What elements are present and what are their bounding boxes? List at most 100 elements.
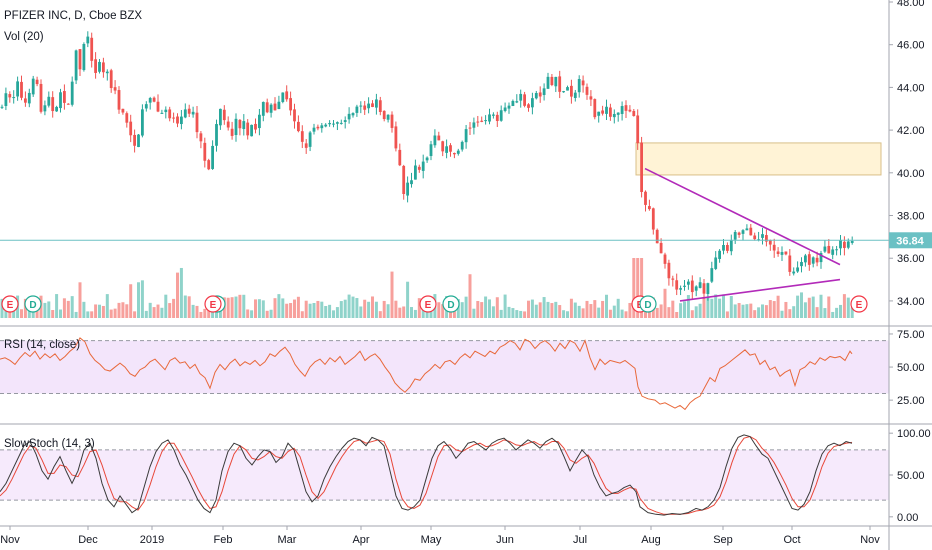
candle: [148, 96, 152, 110]
volume-bar: [109, 309, 113, 318]
volume-bar: [733, 304, 737, 318]
candle: [776, 247, 780, 257]
candle: [433, 129, 437, 148]
candle: [281, 92, 285, 104]
candle: [476, 115, 480, 127]
candle: [534, 90, 538, 100]
candle: [367, 97, 370, 114]
candle: [234, 113, 238, 142]
chart-title[interactable]: PFIZER INC, D, Cboe BZX: [4, 10, 142, 22]
candle: [402, 164, 406, 200]
lower-trend-line[interactable]: [679, 278, 841, 302]
candle: [698, 277, 702, 289]
candle: [254, 118, 257, 134]
time-axis[interactable]: Nov Dec 2019 Feb Mar Apr May Jun Jul Aug Sep Oct Nov: [0, 526, 880, 546]
volume-bar: [20, 309, 23, 318]
volume-bar: [226, 297, 230, 318]
earnings-marker[interactable]: E: [850, 295, 868, 313]
volume-bar: [351, 296, 355, 318]
volume-bar: [803, 302, 807, 318]
volume-bar: [554, 301, 558, 318]
volume-bar: [488, 299, 491, 318]
volume-bar: [624, 311, 628, 318]
candle: [90, 32, 94, 68]
dividend-marker[interactable]: D: [24, 295, 42, 313]
volume-bar: [90, 311, 94, 318]
candle: [328, 120, 331, 127]
candle: [679, 285, 682, 296]
candle: [484, 115, 487, 125]
time-tick-label: Sep: [713, 534, 733, 546]
candle: [464, 124, 468, 149]
time-tick-label: Nov: [860, 534, 880, 546]
candle: [386, 114, 390, 123]
stoch-axis[interactable]: 100.00 50.00 0.00: [889, 428, 931, 524]
candle: [480, 116, 484, 123]
resistance-zone[interactable]: [635, 142, 882, 176]
volume-bar: [601, 300, 605, 318]
candle: [199, 131, 203, 149]
volume-bar: [523, 311, 527, 318]
volume-bar: [133, 311, 137, 318]
volume-bar: [285, 303, 289, 318]
last-price-tag: 36.84: [889, 232, 932, 249]
candle: [43, 100, 47, 116]
earnings-marker[interactable]: E: [1, 295, 19, 313]
candle: [339, 119, 343, 125]
volume-bar: [558, 305, 562, 318]
candle: [63, 84, 66, 110]
earnings-marker[interactable]: E: [419, 295, 437, 313]
candle: [12, 90, 16, 104]
volume-bar: [129, 284, 133, 318]
volume-bar: [499, 309, 503, 318]
dividend-marker[interactable]: D: [639, 295, 657, 313]
dividend-marker[interactable]: D: [442, 295, 460, 313]
volume-bar: [515, 310, 519, 318]
volume-bar: [335, 307, 339, 318]
volume-bar: [82, 301, 86, 318]
rsi-tick-label: 25.00: [897, 395, 925, 407]
volume-bar: [659, 304, 663, 318]
time-tick-label: Dec: [78, 534, 98, 546]
candle: [4, 87, 8, 111]
price-axis[interactable]: 48.00 46.00 44.00 42.00 40.00 38.00 36.00 34.00: [889, 0, 925, 308]
volume-bar: [776, 295, 780, 318]
volume-bar: [378, 311, 382, 318]
candle: [566, 85, 569, 91]
volume-bar: [105, 294, 109, 318]
volume-bar: [140, 280, 144, 318]
volume-bar: [289, 303, 293, 318]
candle: [780, 246, 784, 262]
volume-bar: [308, 303, 312, 318]
candle: [694, 285, 698, 297]
earnings-marker[interactable]: E: [204, 295, 222, 313]
rsi-legend[interactable]: RSI (14, close): [4, 339, 80, 351]
volume-bar: [640, 258, 644, 318]
volume-bar: [456, 299, 460, 318]
volume-bar: [702, 296, 706, 318]
volume-bar: [792, 306, 796, 318]
volume-bar: [413, 309, 417, 318]
volume-bar: [811, 296, 815, 318]
volume-bar: [230, 297, 234, 318]
volume-legend[interactable]: Vol (20): [4, 31, 44, 43]
volume-bar: [718, 298, 722, 318]
price-tick-label: 38.00: [897, 211, 925, 223]
upper-trend-line[interactable]: [644, 167, 841, 266]
volume-bar: [172, 298, 176, 318]
stoch-legend[interactable]: SlowStoch (14, 3): [4, 438, 95, 450]
candle: [624, 100, 628, 118]
volume-bar: [168, 303, 172, 318]
rsi-axis[interactable]: 75.00 50.00 25.00: [889, 329, 925, 407]
volume-bar: [74, 311, 78, 318]
volume-bar: [78, 282, 82, 318]
candle: [343, 116, 347, 129]
volume-bar: [671, 300, 675, 318]
volume-bar: [312, 303, 316, 318]
volume-bar: [745, 304, 749, 318]
candle: [382, 110, 386, 122]
candle: [152, 96, 156, 103]
volume-bar: [491, 306, 495, 318]
volume-bar: [320, 301, 324, 318]
